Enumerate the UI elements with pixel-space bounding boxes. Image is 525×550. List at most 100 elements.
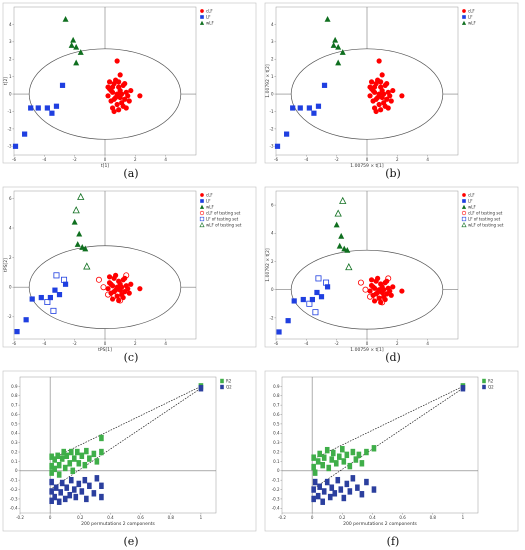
data-point: [99, 493, 104, 501]
legend-label: cLF: [468, 192, 475, 197]
y-tick-label: 0.6: [273, 412, 280, 417]
data-point: [324, 15, 331, 22]
data-point: [376, 101, 382, 108]
data-point: [330, 449, 336, 457]
data-point: [111, 108, 117, 115]
data-point: [306, 300, 313, 307]
x-axis-label: tPS[1]: [98, 347, 112, 353]
legend-swatch: [200, 199, 204, 203]
x-tick-label: 0.2: [77, 515, 84, 520]
series-lf: [276, 284, 331, 335]
data-point: [122, 96, 128, 102]
data-point: [82, 476, 88, 484]
y-tick-label: 0: [9, 91, 12, 96]
data-point: [52, 287, 58, 293]
x-tick-label: -6: [274, 341, 278, 346]
data-point: [70, 467, 76, 474]
confidence-ellipse: [28, 48, 182, 140]
data-point: [79, 488, 85, 495]
legend-swatch: [199, 204, 205, 209]
x-tick-label: 0: [104, 157, 107, 162]
data-point: [378, 299, 384, 305]
data-point: [345, 263, 353, 271]
legend-swatch: [220, 384, 224, 390]
data-point: [114, 58, 120, 64]
data-point: [378, 107, 384, 113]
data-point: [64, 452, 70, 459]
data-point: [309, 296, 315, 303]
data-point: [73, 43, 80, 50]
data-point: [367, 84, 373, 90]
series-clf-of-testing-set: [357, 275, 392, 306]
data-point: [332, 36, 339, 43]
data-point: [373, 291, 379, 297]
legend-label: wLF of testing set: [468, 222, 504, 227]
data-point: [379, 72, 385, 78]
data-point: [321, 488, 327, 495]
data-point: [68, 476, 74, 484]
y-tick-label: 1: [9, 74, 12, 79]
y-tick-label: 0.1: [11, 459, 18, 464]
data-point: [49, 453, 54, 460]
data-point: [109, 84, 116, 90]
data-point: [399, 288, 405, 294]
data-point: [311, 454, 316, 461]
data-point: [109, 296, 116, 302]
series-wlf: [62, 15, 84, 66]
x-tick-label: 0: [366, 157, 369, 162]
legend-label: wLF: [206, 20, 215, 25]
y-tick-label: 0.7: [273, 403, 280, 408]
data-point: [355, 484, 360, 491]
x-tick-label: 0: [104, 341, 107, 346]
x-tick-label: 2: [396, 341, 399, 346]
data-point: [323, 279, 330, 286]
y-tick-label: 0.9: [273, 384, 280, 389]
data-point: [117, 87, 123, 94]
data-point: [108, 281, 114, 287]
legend-label: R2: [226, 378, 232, 383]
data-point: [79, 244, 86, 250]
data-point: [390, 87, 396, 94]
legend-label: LF: [468, 14, 473, 19]
legend-swatch: [200, 193, 204, 197]
data-point: [387, 93, 393, 99]
data-point: [376, 295, 382, 301]
y-tick-label: 0.3: [273, 440, 280, 445]
legend-swatch: [462, 193, 466, 197]
data-point: [62, 281, 69, 287]
data-point: [114, 284, 120, 290]
data-point: [49, 469, 54, 476]
legend-swatch: [461, 222, 467, 228]
data-point: [315, 492, 321, 500]
regression-line-q2: [49, 387, 202, 490]
y-tick-label: 0.7: [11, 403, 18, 408]
data-point: [388, 98, 394, 104]
x-tick-label: -4: [304, 157, 308, 162]
data-point: [71, 486, 77, 493]
data-point: [23, 317, 29, 323]
series-lf: [274, 82, 328, 149]
series-clf: [105, 58, 143, 115]
x-tick-label: 0.2: [339, 515, 346, 520]
data-point: [67, 460, 73, 467]
x-tick-label: -2: [335, 341, 339, 346]
y-tick-label: 0.5: [273, 421, 280, 426]
legend-label: LF: [206, 198, 211, 203]
data-point: [94, 475, 100, 482]
x-tick-label: 0.4: [369, 515, 376, 520]
legend-swatch: [200, 9, 204, 13]
x-tick-label: 4: [426, 341, 429, 346]
series-clf: [367, 58, 405, 115]
y-axis-label: 1.00792 × t[2]: [265, 64, 271, 98]
regression-line-q2: [311, 387, 464, 490]
x-tick-label: -4: [304, 341, 308, 346]
data-point: [105, 84, 111, 90]
y-tick-label: -1: [8, 109, 12, 114]
data-point: [387, 288, 393, 294]
data-point: [290, 105, 296, 111]
x-axis-label: t[1]: [101, 163, 109, 169]
panel-label-c: (c): [124, 351, 139, 364]
